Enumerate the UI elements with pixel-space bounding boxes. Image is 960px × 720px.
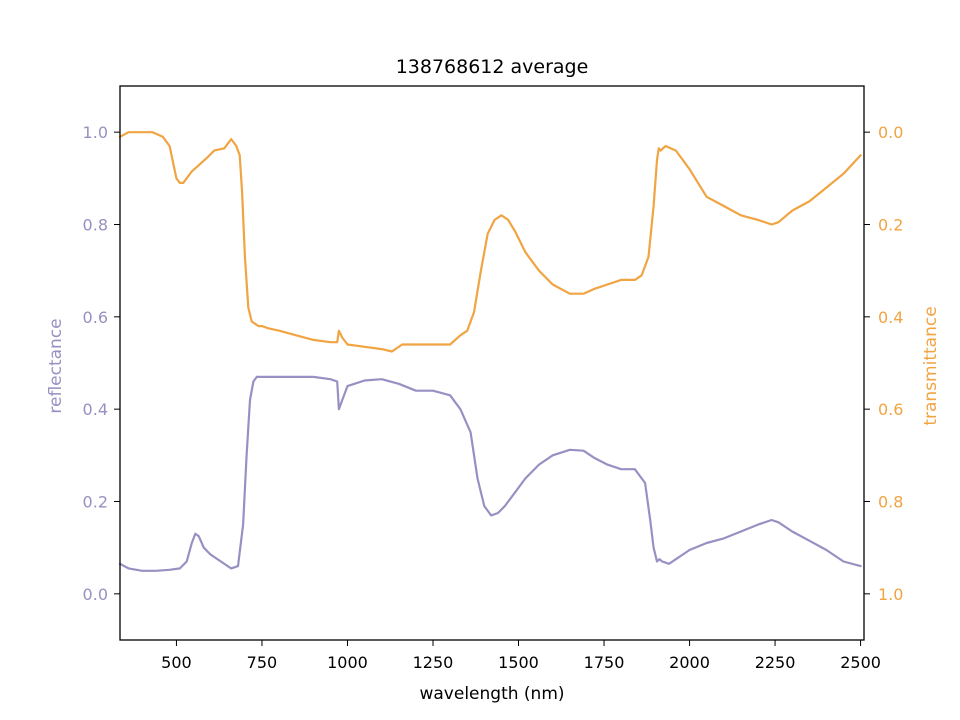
left-y-axis-label: reflectance (46, 318, 66, 413)
y2-tick-label: 0.6 (878, 400, 903, 419)
x-tick-label: 1000 (327, 653, 368, 672)
plot-frame (119, 85, 865, 641)
plot-lines (118, 131, 862, 572)
y2-tick-label: 0.4 (878, 308, 903, 327)
y-tick-label: 0.8 (83, 216, 108, 235)
x-tick-label: 1250 (413, 653, 454, 672)
y-tick-label: 0.4 (83, 400, 108, 419)
x-tick-label: 2500 (840, 653, 881, 672)
chart-title: 138768612 average (396, 56, 589, 78)
x-axis: 500 750 1000 1250 1500 1750 2000 2250 2500 (161, 640, 881, 672)
x-tick-label: 2000 (669, 653, 710, 672)
y-tick-label: 1.0 (83, 123, 108, 142)
x-axis-label: wavelength (nm) (419, 684, 564, 704)
x-tick-label: 1750 (584, 653, 625, 672)
right-y-axis-label: transmittance (921, 306, 941, 425)
y-tick-label: 0.0 (83, 585, 108, 604)
y2-tick-label: 0.8 (878, 493, 903, 512)
x-tick-label: 2250 (755, 653, 796, 672)
right-y-axis: 0.0 0.2 0.4 0.6 0.8 1.0 (864, 123, 903, 604)
x-tick-label: 750 (247, 653, 278, 672)
reflectance-line (118, 375, 862, 572)
y2-tick-label: 0.0 (878, 123, 903, 142)
x-tick-label: 1500 (498, 653, 539, 672)
x-tick-label: 500 (161, 653, 192, 672)
y-tick-label: 0.6 (83, 308, 108, 327)
y2-tick-label: 0.2 (878, 216, 903, 235)
y2-tick-label: 1.0 (878, 585, 903, 604)
y-tick-label: 0.2 (83, 493, 108, 512)
transmittance-line (118, 131, 862, 353)
left-y-axis: 0.0 0.2 0.4 0.6 0.8 1.0 (83, 123, 120, 604)
